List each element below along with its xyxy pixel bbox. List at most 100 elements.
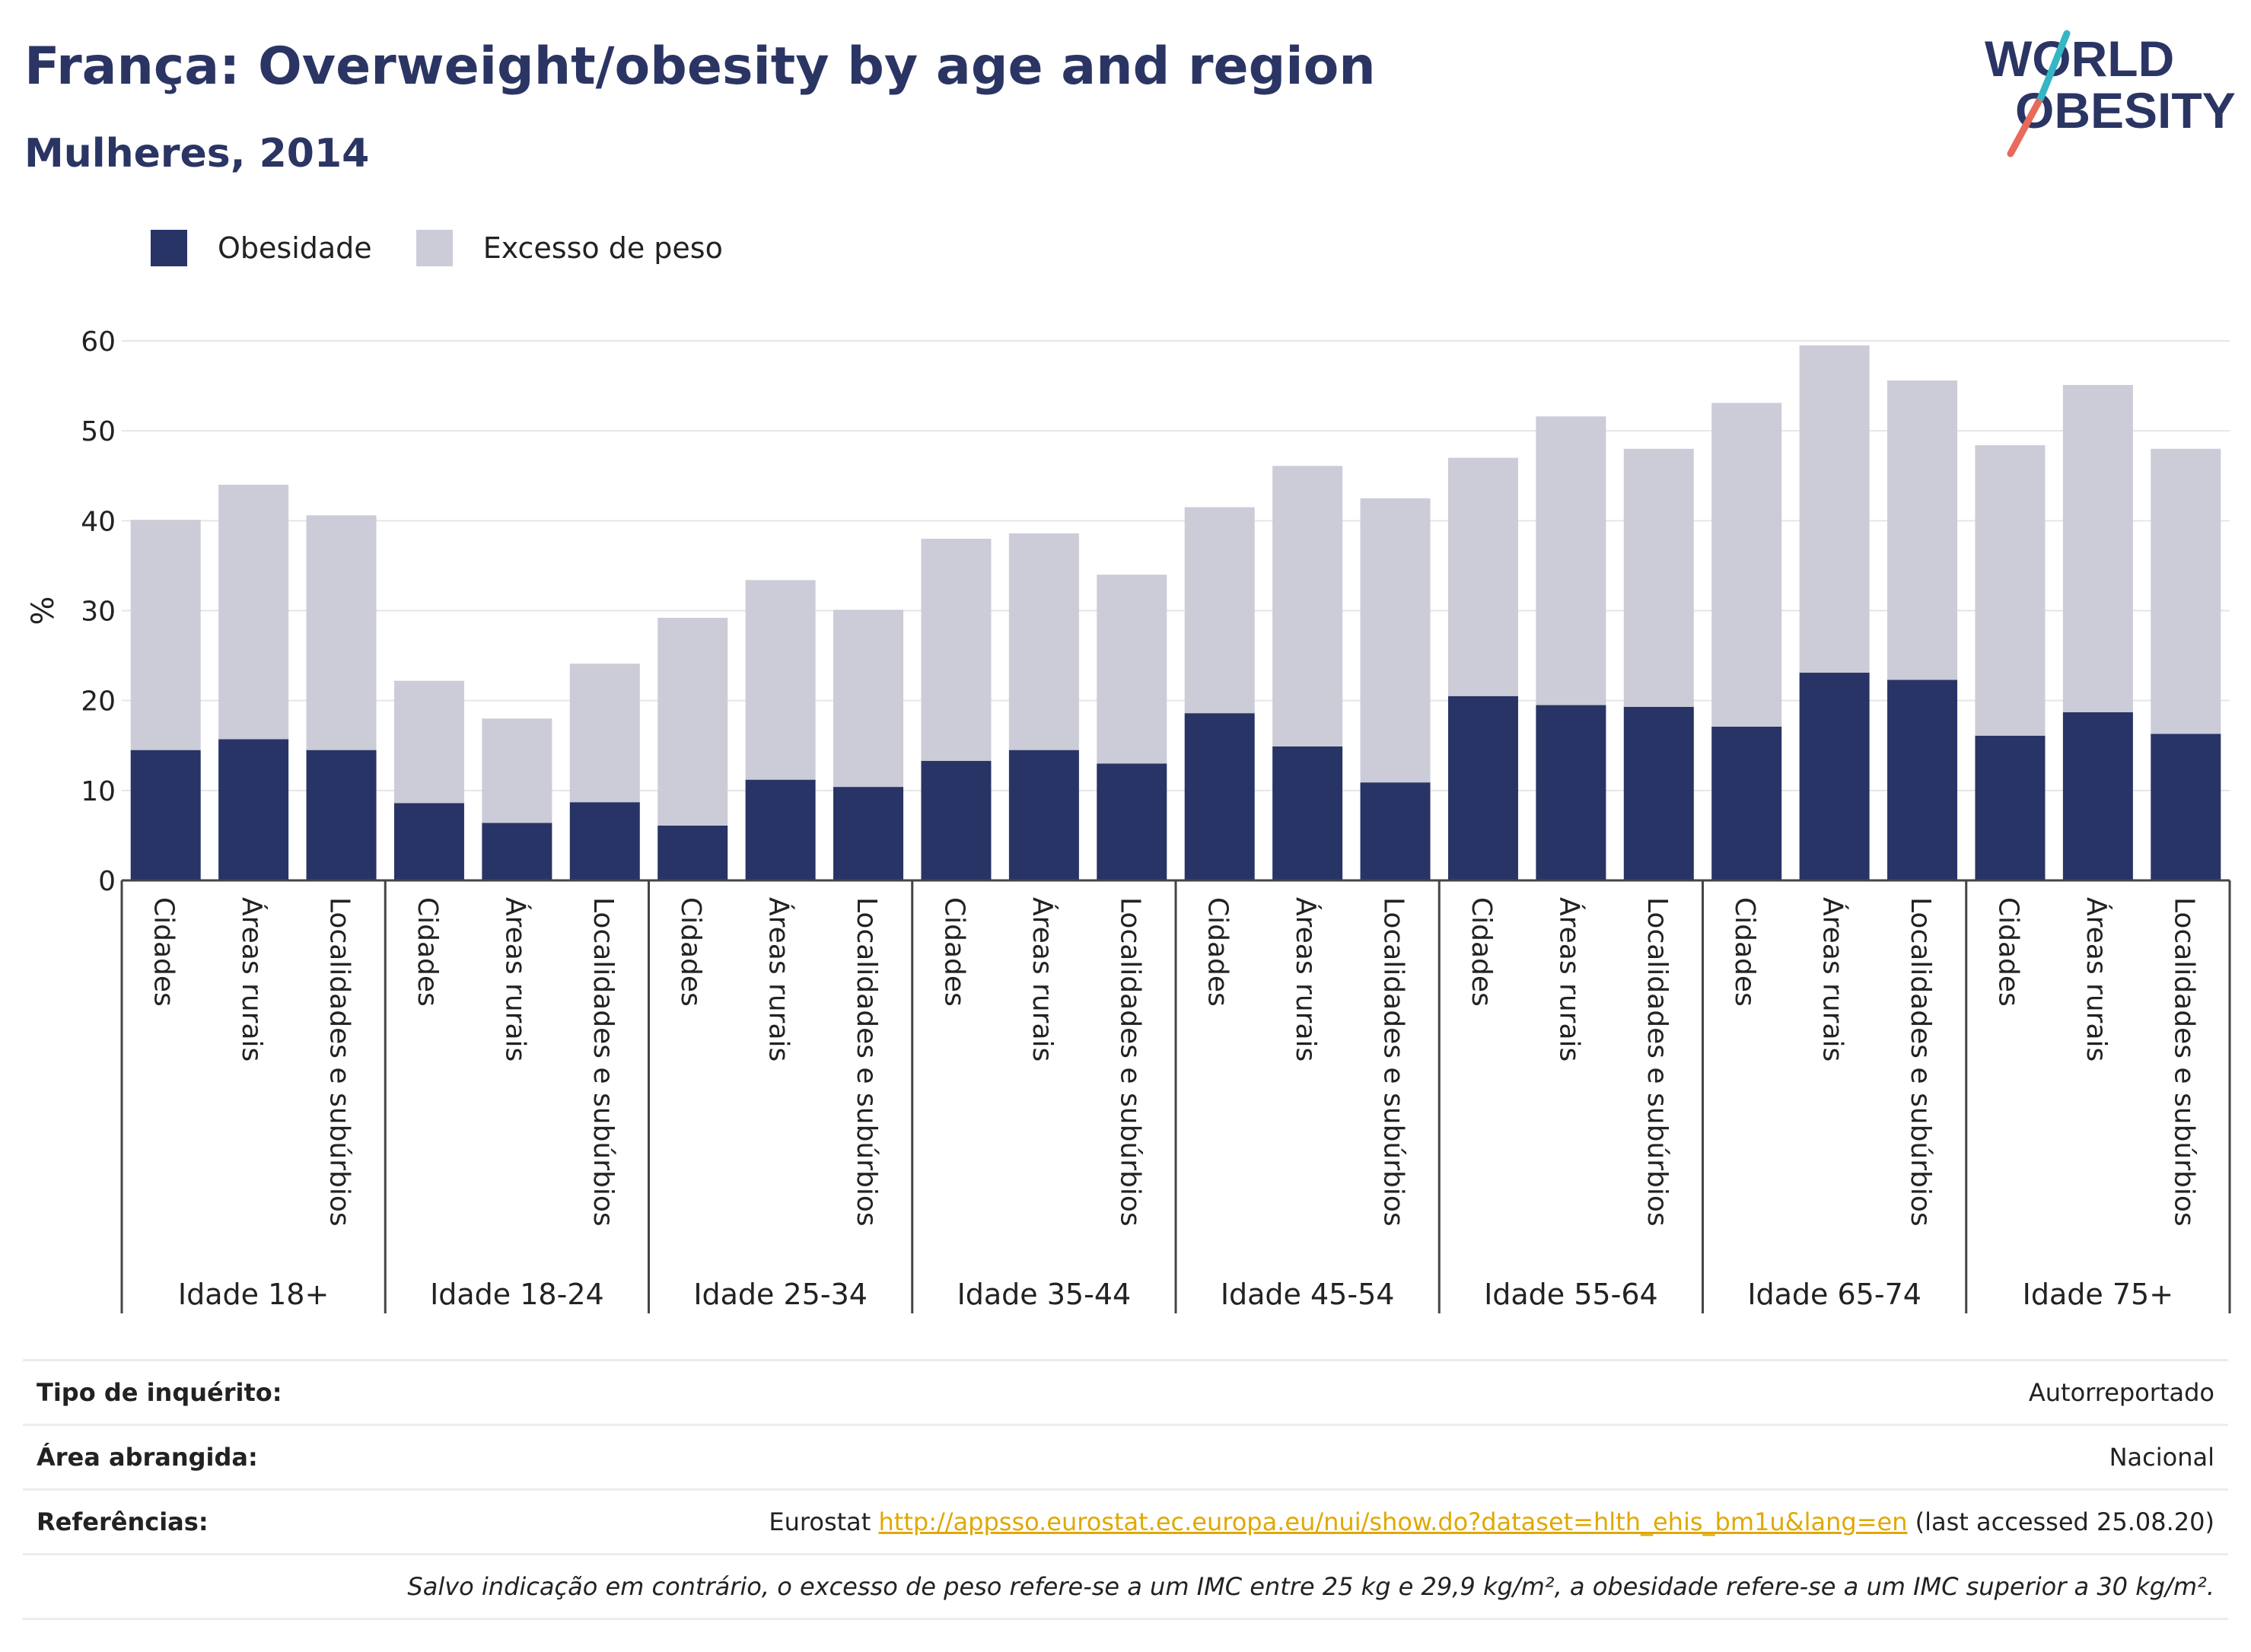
x-tick-label: Cidades — [938, 897, 969, 1007]
bar-overweight — [393, 680, 464, 804]
bar-obesity — [1711, 726, 1782, 880]
bar-overweight — [1887, 380, 1958, 680]
x-tick-label: Localidades e subúrbios — [1114, 897, 1145, 1227]
bar-obesity — [2062, 712, 2133, 880]
info-table: Tipo de inquérito: Autorreportado Área a… — [23, 1359, 2228, 1620]
survey-type-label: Tipo de inquérito: — [37, 1378, 282, 1407]
references-value: Eurostat http://appsso.eurostat.ec.europ… — [769, 1507, 2228, 1536]
bar-obesity — [657, 825, 728, 880]
legend-item-obesity: Obesidade — [151, 230, 372, 266]
bar-overweight — [1008, 533, 1079, 750]
bar-obesity — [569, 802, 640, 880]
group-label: Idade 75+ — [2023, 1278, 2173, 1311]
x-tick-label: Cidades — [148, 897, 180, 1007]
bar-obesity — [1975, 735, 2046, 880]
x-tick-label: Cidades — [1992, 897, 2023, 1007]
world-obesity-logo: WORLD OBESITY — [1985, 30, 2236, 158]
bar-overweight — [569, 664, 640, 803]
bar-overweight — [130, 520, 201, 750]
x-tick-label: Cidades — [1202, 897, 1234, 1007]
bar-obesity — [833, 787, 904, 880]
bar-overweight — [833, 610, 904, 788]
bar-obesity — [1799, 673, 1870, 880]
svg-text:OBESITY: OBESITY — [2015, 82, 2236, 138]
svg-text:WORLD: WORLD — [1985, 30, 2174, 87]
info-row-references: Referências: Eurostat http://appsso.euro… — [23, 1488, 2228, 1553]
info-row-area: Área abrangida: Nacional — [23, 1424, 2228, 1488]
bar-overweight — [1184, 507, 1255, 714]
bar-overweight — [1623, 448, 1694, 707]
bar-obesity — [1887, 680, 1958, 880]
bar-overweight — [1975, 445, 2046, 736]
bar-overweight — [657, 617, 728, 826]
definition-note: Salvo indicação em contrário, o excesso … — [23, 1553, 2228, 1620]
y-tick-label: 10 — [81, 776, 116, 807]
bar-overweight — [1447, 457, 1518, 696]
references-label: Referências: — [37, 1507, 209, 1536]
x-tick-label: Áreas rurais — [1290, 897, 1322, 1062]
chart-title: França: Overweight/obesity by age and re… — [24, 37, 1376, 97]
y-axis-label: % — [26, 596, 61, 625]
stacked-bar-chart: 0 10 20 30 40 50 60% Cidades Áreas rurais Localid… — [26, 326, 2231, 1313]
group-label: Idade 45-54 — [1221, 1278, 1395, 1311]
bar-obesity — [1536, 705, 1606, 880]
group-label: Idade 18+ — [178, 1278, 329, 1311]
info-row-survey: Tipo de inquérito: Autorreportado — [23, 1359, 2228, 1424]
x-tick-label: Áreas rurais — [1027, 897, 1059, 1062]
legend-label-obesity: Obesidade — [218, 231, 372, 265]
survey-type-value: Autorreportado — [2028, 1378, 2214, 1407]
legend: Obesidade Excesso de peso — [151, 225, 767, 271]
area-covered-value: Nacional — [2109, 1443, 2214, 1472]
legend-label-overweight: Excesso de peso — [482, 231, 723, 265]
bar-overweight — [482, 718, 552, 823]
bar-obesity — [1184, 713, 1255, 880]
bar-overweight — [1536, 416, 1606, 705]
bar-overweight — [306, 515, 377, 750]
chart-subtitle: Mulheres, 2014 — [24, 131, 370, 177]
reference-link[interactable]: http://appsso.eurostat.ec.europa.eu/nui/… — [878, 1507, 1908, 1536]
bar-obesity — [1097, 763, 1167, 880]
x-tick-label: Áreas rurais — [236, 897, 268, 1062]
bar-obesity — [2151, 734, 2221, 880]
x-tick-label: Localidades e subúrbios — [2168, 897, 2199, 1227]
legend-item-overweight: Excesso de peso — [415, 230, 723, 266]
bar-obesity — [130, 750, 201, 880]
y-tick-label: 40 — [81, 506, 116, 537]
x-tick-label: Áreas rurais — [1817, 897, 1849, 1062]
bar-obesity — [218, 739, 289, 880]
x-tick-label: Áreas rurais — [1553, 897, 1585, 1062]
x-tick-label: Localidades e subúrbios — [851, 897, 882, 1227]
y-tick-label: 30 — [81, 597, 116, 628]
group-label: Idade 25-34 — [693, 1278, 868, 1311]
bar-obesity — [482, 823, 552, 880]
bar-obesity — [921, 760, 992, 880]
bar-overweight — [1799, 345, 1870, 673]
bar-overweight — [2062, 384, 2133, 713]
area-covered-label: Área abrangida: — [37, 1443, 258, 1472]
y-tick-label: 50 — [81, 416, 116, 447]
x-tick-label: Cidades — [412, 897, 443, 1007]
y-tick-label: 0 — [98, 866, 116, 897]
x-tick-label: Cidades — [1729, 897, 1760, 1007]
x-tick-label: Áreas rurais — [499, 897, 531, 1062]
legend-swatch-obesity — [151, 230, 187, 266]
bar-overweight — [2151, 448, 2221, 734]
group-label: Idade 35-44 — [957, 1278, 1132, 1311]
reference-accessed: (last accessed 25.08.20) — [1915, 1507, 2214, 1536]
y-tick-label: 20 — [81, 686, 116, 718]
x-tick-label: Localidades e subúrbios — [1905, 897, 1936, 1227]
bar-overweight — [1360, 498, 1431, 783]
bar-overweight — [1097, 575, 1167, 764]
x-tick-label: Áreas rurais — [763, 897, 795, 1062]
x-tick-label: Localidades e subúrbios — [1641, 897, 1673, 1227]
x-tick-label: Áreas rurais — [2081, 897, 2113, 1062]
x-tick-label: Localidades e subúrbios — [587, 897, 619, 1227]
bar-overweight — [745, 580, 816, 780]
x-tick-label: Localidades e subúrbios — [324, 897, 355, 1227]
x-tick-label: Cidades — [675, 897, 706, 1007]
bar-obesity — [1623, 706, 1694, 880]
bar-obesity — [1447, 695, 1518, 880]
reference-source: Eurostat — [769, 1507, 871, 1536]
bar-obesity — [1008, 750, 1079, 880]
bar-obesity — [1272, 746, 1343, 880]
